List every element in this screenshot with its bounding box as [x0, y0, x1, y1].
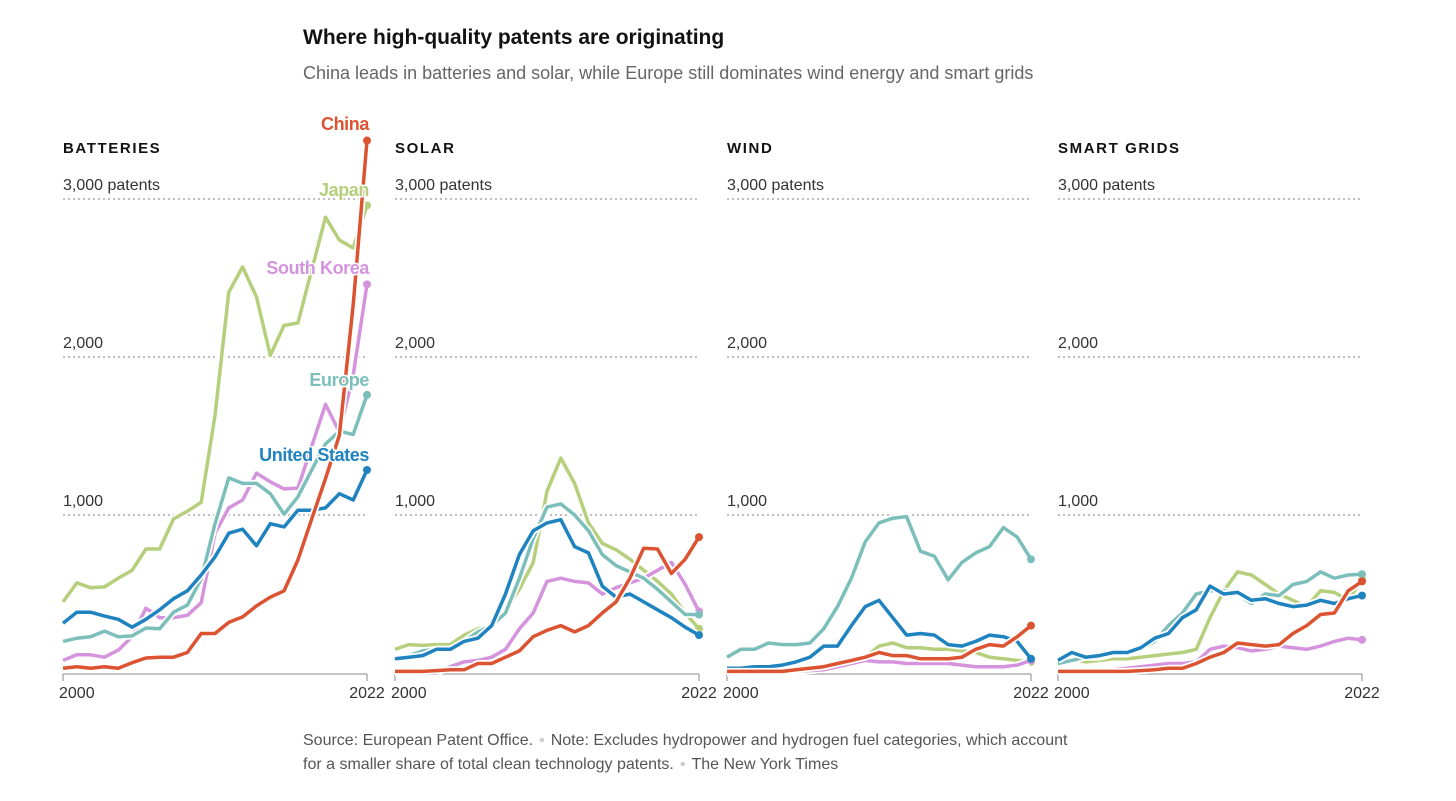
y-tick-label: 3,000 patents — [727, 177, 824, 194]
series-label-south-korea: South Korea — [266, 258, 370, 278]
x-tick-label: 2000 — [391, 685, 427, 702]
series-label-united-states: United States — [259, 445, 369, 465]
series-label-china: China — [321, 114, 370, 134]
series-united-states-line — [1057, 584, 1363, 662]
panel-title: SOLAR — [395, 140, 456, 157]
series-china-end-point — [1358, 577, 1366, 586]
series-china-line — [62, 140, 369, 671]
source-note: Source: European Patent Office. — [303, 732, 534, 749]
panel-batteries: BATTERIES 1,000 2,000 3,000 patents 2000 2022… — [59, 113, 385, 703]
x-tick-label: 2022 — [1013, 685, 1049, 702]
separator-dot: • — [539, 732, 545, 749]
y-tick-label: 3,000 patents — [1058, 177, 1155, 194]
x-tick-label: 2000 — [59, 685, 95, 702]
series-japan-line — [61, 204, 369, 603]
series-europe-end-point — [1358, 570, 1366, 579]
x-tick-label: 2000 — [1054, 685, 1090, 702]
y-tick-label: 2,000 — [1058, 335, 1098, 352]
series-label-japan: Japan — [319, 180, 369, 200]
y-tick-label: 2,000 — [63, 335, 103, 352]
series-label-europe: Europe — [309, 370, 369, 390]
y-tick-label: 1,000 — [1058, 493, 1098, 510]
credit: The New York Times — [691, 756, 839, 773]
series-europe-line — [726, 514, 1033, 659]
note-text-1: Note: Excludes hydropower and hydrogen f… — [550, 732, 1068, 749]
series-south-korea-end-point — [1358, 635, 1366, 644]
series-china-end-point — [695, 533, 703, 542]
series-china-line — [395, 536, 701, 674]
y-tick-label: 1,000 — [63, 493, 103, 510]
panel-smart-grids: SMART GRIDS 1,000 2,000 3,000 patents 2000 20… — [1054, 140, 1380, 702]
panel-title: BATTERIES — [63, 140, 161, 157]
series-europe-end-point — [695, 610, 703, 619]
series-united-states-end-point — [1027, 654, 1035, 663]
separator-dot: • — [679, 756, 686, 773]
series-japan-line — [394, 456, 701, 651]
y-tick-label: 3,000 patents — [395, 177, 492, 194]
series-china-line — [727, 624, 1033, 674]
x-tick-label: 2022 — [681, 685, 717, 702]
note-text-2: for a smaller share of total clean techn… — [303, 756, 674, 773]
panel-title: WIND — [727, 140, 773, 157]
y-tick-label: 3,000 patents — [63, 177, 160, 194]
y-tick-label: 2,000 — [727, 335, 767, 352]
series-china-end-point — [1027, 621, 1035, 630]
series-europe-end-point — [363, 390, 371, 399]
y-tick-label: 1,000 — [395, 493, 435, 510]
chart-subtitle: China leads in batteries and solar, whil… — [303, 63, 1034, 83]
series-united-states-line — [394, 517, 700, 661]
series-united-states-end-point — [1358, 591, 1366, 600]
series-south-korea-end-point — [363, 280, 371, 289]
series-europe-line — [62, 394, 369, 644]
series-europe-end-point — [1027, 555, 1035, 564]
series-south-korea-halo — [61, 283, 371, 664]
panel-wind: WIND 1,000 2,000 3,000 patents 2000 2022 — [723, 140, 1049, 702]
y-tick-label: 2,000 — [395, 335, 435, 352]
x-tick-label: 2022 — [349, 685, 385, 702]
series-china-end-point — [363, 136, 371, 145]
x-tick-label: 2022 — [1344, 685, 1380, 702]
panel-solar: SOLAR 1,000 2,000 3,000 patents 2000 2022 — [391, 140, 717, 702]
x-tick-label: 2000 — [723, 685, 759, 702]
series-south-korea-line — [62, 284, 369, 663]
series-united-states-end-point — [695, 631, 703, 640]
y-tick-label: 1,000 — [727, 493, 767, 510]
series-united-states-end-point — [363, 465, 371, 474]
series-china-line — [1058, 579, 1363, 674]
footer: Source: European Patent Office. • Note: Ex… — [303, 729, 1173, 777]
chart-title: Where high-quality patents are originati… — [303, 26, 725, 49]
series-united-states-line — [727, 598, 1033, 671]
panel-title: SMART GRIDS — [1058, 140, 1181, 157]
